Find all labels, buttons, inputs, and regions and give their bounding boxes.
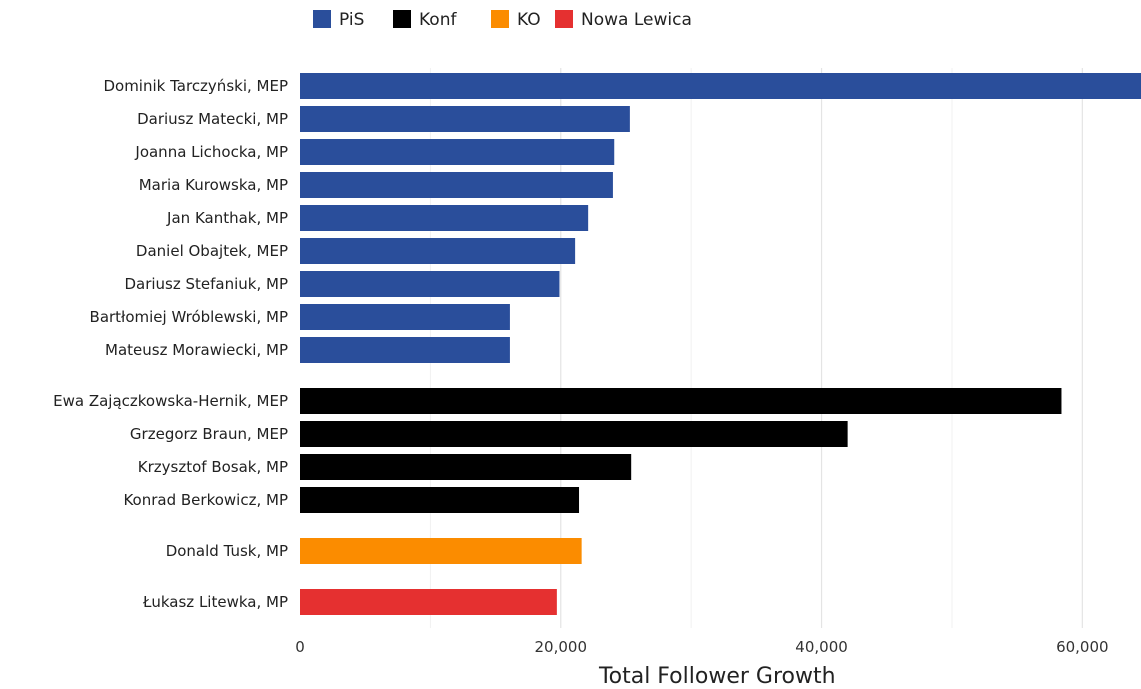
legend-label: PiS: [339, 10, 364, 30]
bar: [300, 421, 848, 447]
bar: [300, 271, 560, 297]
bar: [300, 487, 580, 513]
category-label: Mateusz Morawiecki, MP: [105, 341, 288, 359]
category-label: Dariusz Matecki, MP: [137, 110, 288, 128]
bar: [300, 388, 1062, 414]
bar: [300, 589, 557, 615]
x-tick-label: 20,000: [535, 638, 588, 656]
category-label: Daniel Obajtek, MEP: [136, 242, 288, 260]
legend-swatch: [555, 10, 573, 28]
legend-label: KO: [517, 10, 541, 30]
bar: [300, 172, 613, 198]
bar: [300, 139, 615, 165]
category-label: Grzegorz Braun, MEP: [130, 425, 288, 443]
category-label: Maria Kurowska, MP: [139, 176, 288, 194]
legend-label: Konf: [419, 10, 457, 30]
category-label: Łukasz Litewka, MP: [142, 593, 288, 611]
bar: [300, 106, 630, 132]
bars: [300, 73, 1141, 615]
bar: [300, 538, 582, 564]
category-label: Joanna Lichocka, MP: [134, 143, 288, 161]
bar: [300, 238, 576, 264]
category-label: Dariusz Stefaniuk, MP: [124, 275, 288, 293]
bar: [300, 454, 632, 480]
bar: [300, 73, 1141, 99]
legend-swatch: [393, 10, 411, 28]
category-label: Jan Kanthak, MP: [166, 209, 288, 227]
legend: PiS Konf KO Nowa Lewica: [313, 10, 692, 30]
legend-label: Nowa Lewica: [581, 10, 692, 30]
category-label: Bartłomiej Wróblewski, MP: [90, 308, 288, 326]
bar: [300, 304, 510, 330]
legend-swatch: [491, 10, 509, 28]
category-label: Ewa Zajączkowska-Hernik, MEP: [53, 392, 288, 410]
category-labels: Dominik Tarczyński, MEP Dariusz Matecki, …: [53, 77, 288, 611]
category-label: Krzysztof Bosak, MP: [138, 458, 288, 476]
bar: [300, 337, 510, 363]
category-label: Donald Tusk, MP: [166, 542, 288, 560]
x-tick-label: 0: [295, 638, 305, 656]
x-axis-title: Total Follower Growth: [598, 664, 836, 689]
category-label: Dominik Tarczyński, MEP: [103, 77, 288, 95]
x-tick-label: 40,000: [795, 638, 848, 656]
x-tick-label: 60,000: [1056, 638, 1109, 656]
bar: [300, 205, 589, 231]
legend-swatch: [313, 10, 331, 28]
category-label: Konrad Berkowicz, MP: [123, 491, 288, 509]
x-axis-ticks: 0 20,000 40,000 60,000: [295, 638, 1108, 656]
